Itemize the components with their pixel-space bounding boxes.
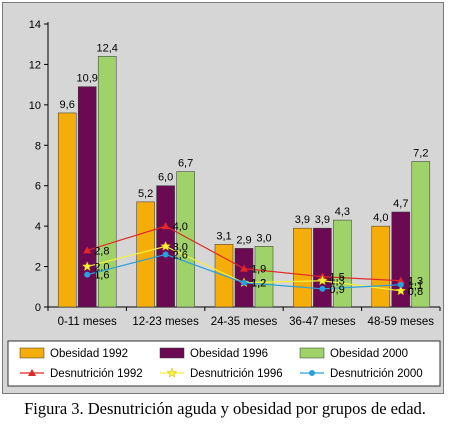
x-tick-label: 48-59 meses xyxy=(368,316,435,328)
legend-box xyxy=(7,340,441,387)
line-data-label: 2,6 xyxy=(173,249,188,261)
bar-data-label: 3,1 xyxy=(216,230,231,242)
line-point xyxy=(83,246,92,254)
line-data-label: 2,8 xyxy=(94,245,109,257)
line-point xyxy=(240,264,248,272)
bar-data-label: 5,2 xyxy=(138,188,153,200)
bar xyxy=(57,112,77,308)
line-point xyxy=(396,276,405,284)
line-data-label: 0,9 xyxy=(329,284,344,296)
legend-label: Desnutrición 1992 xyxy=(50,368,143,380)
y-tick-label: 2 xyxy=(35,262,41,274)
line-data-label: 3,0 xyxy=(173,241,188,253)
legend-swatch xyxy=(159,347,185,359)
x-tick-label: 0-11 meses xyxy=(58,316,117,328)
bar-data-label: 9,6 xyxy=(60,99,75,111)
line-point xyxy=(317,275,328,286)
line-data-label: 1,3 xyxy=(329,276,344,288)
x-tick-label: 12-23 meses xyxy=(132,316,199,328)
y-tick-label: 6 xyxy=(35,181,41,193)
line-data-label: 1,3 xyxy=(408,276,423,288)
line-data-label: 1,6 xyxy=(94,270,109,282)
bar-data-label: 3,9 xyxy=(315,214,330,226)
y-tick-label: 4 xyxy=(35,221,41,233)
line-data-label: 1,9 xyxy=(251,264,266,276)
legend-label: Obesidad 1996 xyxy=(190,348,268,360)
legend-marker xyxy=(166,367,178,378)
bar xyxy=(313,227,332,308)
bar-data-label: 6,0 xyxy=(158,172,173,184)
bar xyxy=(136,201,155,308)
figure-caption: Figura 3. Desnutrición aguda y obesidad … xyxy=(24,399,426,418)
bar xyxy=(176,171,195,308)
line-data-label: 0,8 xyxy=(408,286,423,298)
bar xyxy=(391,211,411,308)
line-point xyxy=(162,251,169,258)
line-data-label: 1,2 xyxy=(251,278,266,290)
legend-label: Obesidad 2000 xyxy=(330,348,408,360)
bar xyxy=(97,56,117,308)
y-tick-label: 10 xyxy=(29,100,41,112)
chart-svg: 0 2 4 6 8 10 12 14 0-11 meses 12-23 meses 24-35 me… xyxy=(7,19,441,387)
line-point xyxy=(319,285,326,292)
legend-label: Desnutrición 2000 xyxy=(330,368,423,380)
line-point xyxy=(241,279,247,286)
legend-label: Obesidad 1992 xyxy=(50,348,128,360)
legend-marker xyxy=(309,370,315,376)
bar-data-label: 4,0 xyxy=(373,212,388,224)
legend-marker xyxy=(28,369,36,376)
y-tick-label: 8 xyxy=(35,140,41,152)
line-data-label: 4,0 xyxy=(173,221,188,233)
bar xyxy=(371,225,391,308)
bar-data-label: 7,2 xyxy=(413,147,428,159)
x-tick-label: 24-35 meses xyxy=(211,316,278,328)
line-data-label: 1,1 xyxy=(408,280,423,292)
bar-data-label: 4,3 xyxy=(335,206,350,218)
line-point xyxy=(395,285,407,296)
line-data-label: 1,5 xyxy=(329,272,344,284)
y-tick-label: 12 xyxy=(29,59,41,71)
bar xyxy=(77,86,97,308)
line-point xyxy=(161,222,170,230)
line-point xyxy=(397,281,404,288)
bar xyxy=(254,246,274,308)
bar-data-label: 4,7 xyxy=(393,198,408,210)
bar-data-label: 6,7 xyxy=(178,158,193,170)
bar-data-label: 3,0 xyxy=(256,232,271,244)
bar xyxy=(293,227,312,308)
line-point xyxy=(81,261,93,272)
bar-data-label: 10,9 xyxy=(76,73,97,85)
bar xyxy=(333,219,352,308)
y-tick-label: 0 xyxy=(35,302,41,314)
bar-data-label: 3,9 xyxy=(295,214,310,226)
legend-swatch xyxy=(19,347,45,359)
legend-label: Desnutrición 1996 xyxy=(190,368,283,380)
bar-data-label: 12,4 xyxy=(96,42,117,54)
line-point xyxy=(160,240,171,251)
x-tick-label: 36-47 meses xyxy=(289,316,356,328)
y-tick-label: 14 xyxy=(29,19,41,31)
bar-data-label: 2,9 xyxy=(236,234,251,246)
bar xyxy=(411,161,431,308)
legend-swatch xyxy=(299,347,325,359)
line-point xyxy=(84,271,91,278)
line-data-label: 2,0 xyxy=(94,262,109,274)
